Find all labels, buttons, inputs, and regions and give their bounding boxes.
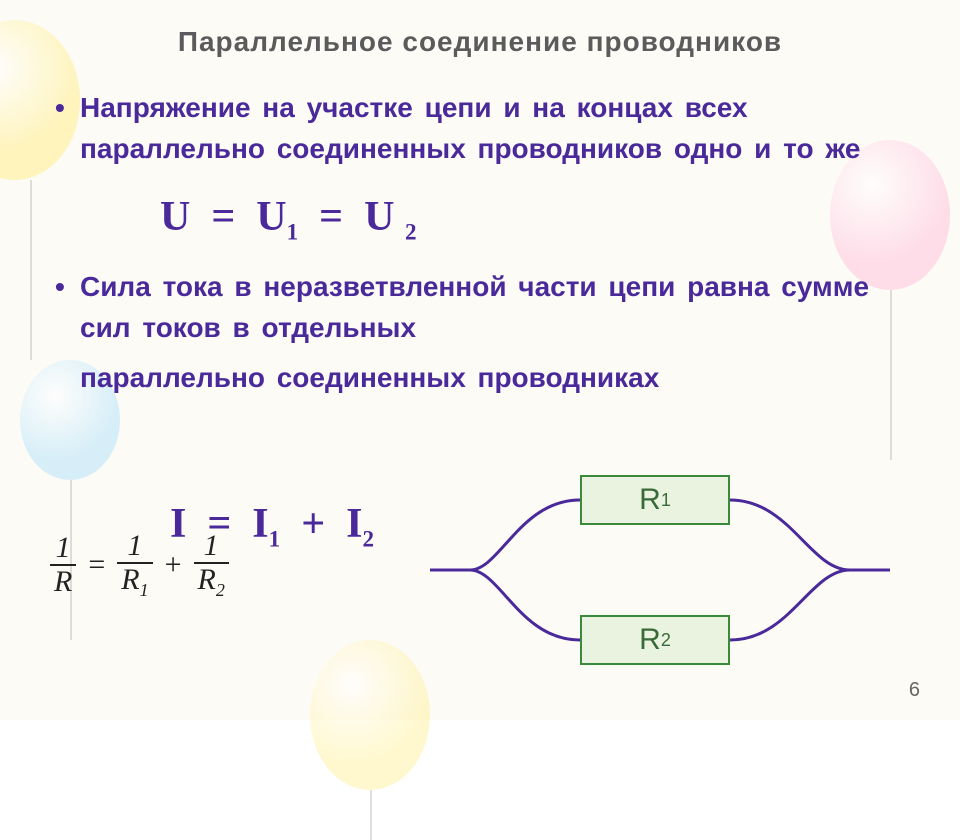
plus-r: +	[161, 548, 186, 582]
num-1: 1	[52, 532, 75, 564]
sym-I1: I	[252, 501, 268, 547]
sub-2: 2	[405, 219, 417, 245]
circuit-diagram: R1 R2	[430, 470, 900, 690]
frac-1R: 1 R	[50, 532, 76, 597]
wire-from-r1-right	[730, 500, 850, 570]
r1-sub: 1	[661, 490, 671, 511]
den-R1-sub: 1	[140, 580, 149, 600]
sub-1: 1	[287, 219, 299, 245]
plus-i: +	[301, 501, 325, 547]
r2-sym: R	[639, 623, 661, 657]
balloon-string	[370, 790, 372, 840]
frac-1R2: 1 R2	[194, 530, 229, 599]
num-2: 1	[123, 530, 146, 562]
bullet-current-line1: Сила тока в неразветвленной части цепи р…	[80, 271, 869, 343]
bullet-voltage-text: Напряжение на участке цепи и на концах в…	[50, 88, 920, 169]
num-3: 1	[200, 530, 223, 562]
den-R2-sub: 2	[216, 580, 225, 600]
voltage-formula: U = U1 = U 2	[160, 187, 920, 249]
r2-sub: 2	[661, 630, 671, 651]
den-R2-sym: R	[198, 563, 216, 596]
sym-I2: I	[346, 501, 362, 547]
bullet-list: Напряжение на участке цепи и на концах в…	[40, 88, 920, 399]
eq2: =	[319, 194, 343, 240]
slide-content: Параллельное соединение проводников Напр…	[0, 0, 960, 720]
slide-title: Параллельное соединение проводников	[40, 26, 920, 58]
sym-U: U	[160, 194, 190, 240]
wire-to-r1-left	[470, 500, 580, 570]
bullet-current-line2: параллельно соединенных проводниках	[80, 358, 920, 399]
frac-1R1: 1 R1	[117, 530, 152, 599]
eq1: =	[211, 194, 235, 240]
sym-U1: U	[256, 194, 286, 240]
den-R1: R1	[117, 564, 152, 600]
wire-to-r2-left	[470, 570, 580, 640]
sub-i1: 1	[269, 525, 281, 551]
den-R2: R2	[194, 564, 229, 600]
sub-i2: 2	[363, 525, 375, 551]
eq4: =	[84, 548, 109, 582]
bullet-current-text: Сила тока в неразветвленной части цепи р…	[50, 267, 920, 399]
den-R1-sym: R	[121, 563, 139, 596]
r1-sym: R	[639, 483, 661, 517]
resistor-r1: R1	[580, 475, 730, 525]
wire-from-r2-right	[730, 570, 850, 640]
resistance-formula: 1 R = 1 R1 + 1 R2	[50, 530, 229, 599]
den-R: R	[50, 566, 76, 598]
page-number: 6	[909, 679, 920, 702]
sym-U2: U	[364, 194, 405, 240]
resistor-r2: R2	[580, 615, 730, 665]
